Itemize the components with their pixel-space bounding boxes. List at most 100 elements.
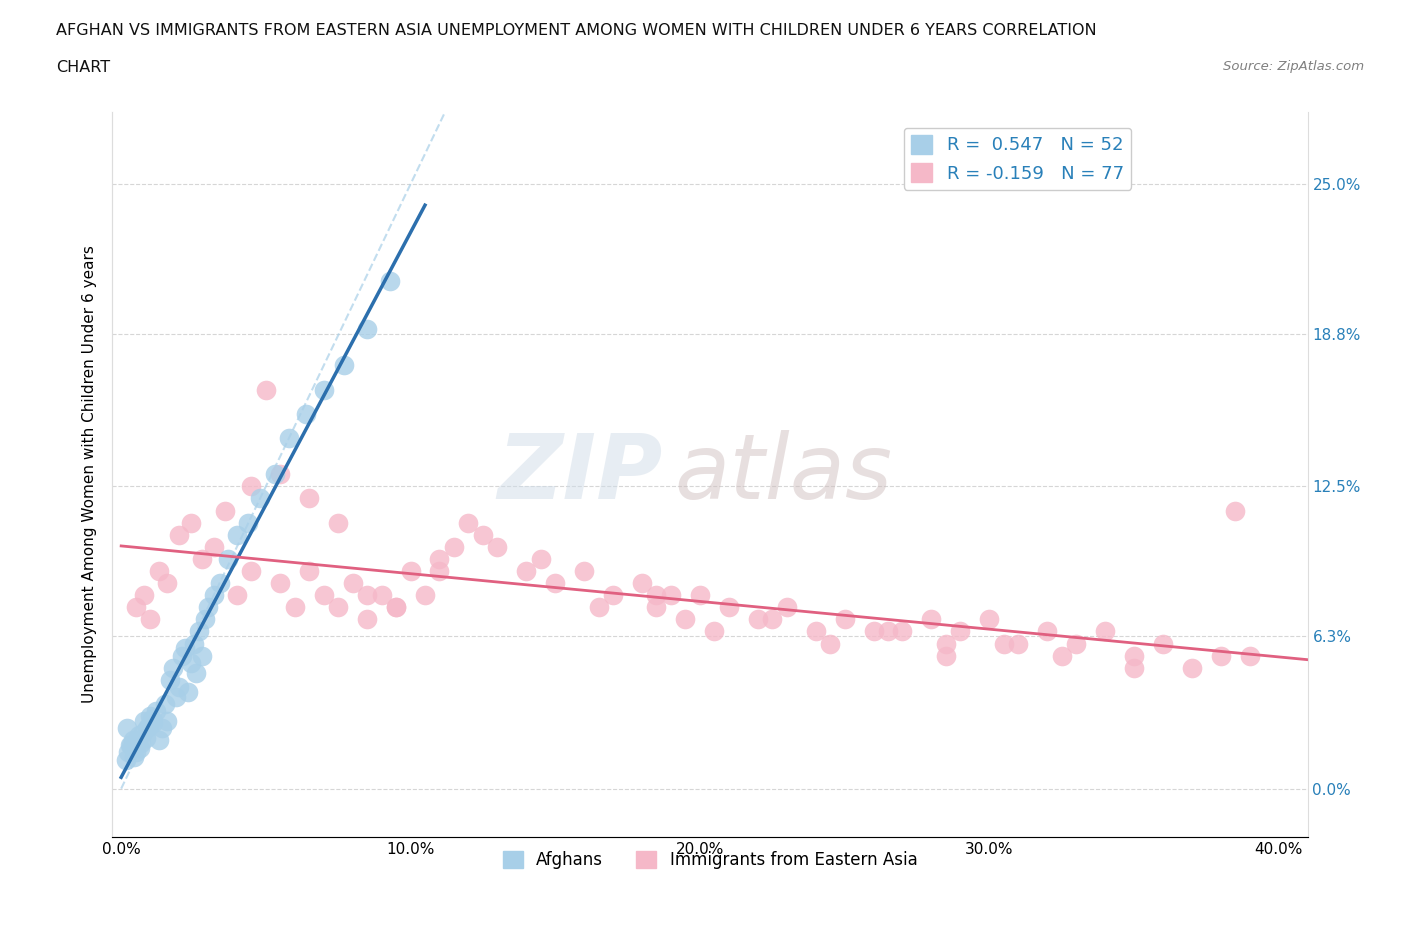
Point — [370, 588, 392, 603]
Point — [457, 515, 479, 530]
Point — [862, 624, 884, 639]
Point — [170, 648, 193, 663]
Point — [208, 576, 231, 591]
Point — [167, 680, 190, 695]
Point — [979, 612, 1001, 627]
Point — [1123, 660, 1146, 675]
Point — [138, 718, 160, 733]
Point — [115, 721, 138, 736]
Point — [238, 515, 260, 530]
Point — [128, 728, 150, 743]
Point — [191, 551, 214, 566]
Point — [689, 588, 711, 603]
Point — [993, 636, 1015, 651]
Point — [1064, 636, 1087, 651]
Point — [269, 467, 291, 482]
Point — [385, 600, 408, 615]
Point — [1209, 648, 1232, 663]
Point — [333, 358, 356, 373]
Point — [530, 551, 553, 566]
Text: CHART: CHART — [56, 60, 110, 75]
Point — [675, 612, 697, 627]
Point — [834, 612, 856, 627]
Point — [295, 406, 318, 421]
Point — [891, 624, 914, 639]
Point — [263, 467, 285, 482]
Point — [298, 564, 321, 578]
Point — [139, 612, 162, 627]
Text: atlas: atlas — [675, 431, 893, 518]
Point — [380, 273, 402, 288]
Point — [312, 382, 335, 397]
Point — [183, 636, 205, 651]
Text: ZIP: ZIP — [496, 431, 662, 518]
Point — [131, 736, 153, 751]
Point — [167, 527, 190, 542]
Point — [186, 665, 208, 680]
Point — [269, 576, 291, 591]
Point — [1152, 636, 1174, 651]
Point — [132, 725, 155, 740]
Point — [949, 624, 972, 639]
Point — [278, 431, 301, 445]
Point — [471, 527, 494, 542]
Point — [139, 709, 162, 724]
Point — [141, 711, 163, 726]
Point — [703, 624, 725, 639]
Point — [443, 539, 465, 554]
Point — [122, 750, 145, 764]
Point — [188, 624, 211, 639]
Point — [544, 576, 567, 591]
Point — [191, 648, 214, 663]
Point — [134, 713, 156, 728]
Point — [121, 733, 143, 748]
Point — [202, 588, 225, 603]
Point — [747, 612, 769, 627]
Point — [413, 588, 436, 603]
Point — [159, 672, 181, 687]
Point — [645, 600, 668, 615]
Point — [156, 576, 179, 591]
Point — [240, 479, 263, 494]
Point — [194, 612, 217, 627]
Point — [515, 564, 537, 578]
Point — [225, 527, 247, 542]
Point — [214, 503, 236, 518]
Point — [124, 745, 146, 760]
Point — [659, 588, 682, 603]
Point — [156, 713, 179, 728]
Point — [1036, 624, 1059, 639]
Point — [162, 660, 184, 675]
Point — [134, 588, 156, 603]
Point — [254, 382, 277, 397]
Point — [818, 636, 841, 651]
Point — [150, 721, 173, 736]
Point — [1239, 648, 1261, 663]
Point — [145, 704, 167, 719]
Point — [920, 612, 942, 627]
Point — [356, 612, 378, 627]
Point — [240, 564, 263, 578]
Point — [120, 737, 142, 752]
Point — [602, 588, 624, 603]
Point — [1181, 660, 1204, 675]
Point — [1050, 648, 1073, 663]
Point — [356, 322, 378, 337]
Point — [328, 600, 350, 615]
Point — [429, 564, 451, 578]
Point — [486, 539, 509, 554]
Point — [312, 588, 335, 603]
Point — [572, 564, 595, 578]
Point — [177, 684, 200, 699]
Point — [1225, 503, 1247, 518]
Point — [298, 491, 321, 506]
Point — [356, 588, 378, 603]
Point — [399, 564, 422, 578]
Point — [117, 745, 139, 760]
Point — [148, 564, 170, 578]
Point — [129, 740, 152, 755]
Point — [125, 733, 148, 748]
Point — [804, 624, 827, 639]
Point — [877, 624, 900, 639]
Point — [342, 576, 364, 591]
